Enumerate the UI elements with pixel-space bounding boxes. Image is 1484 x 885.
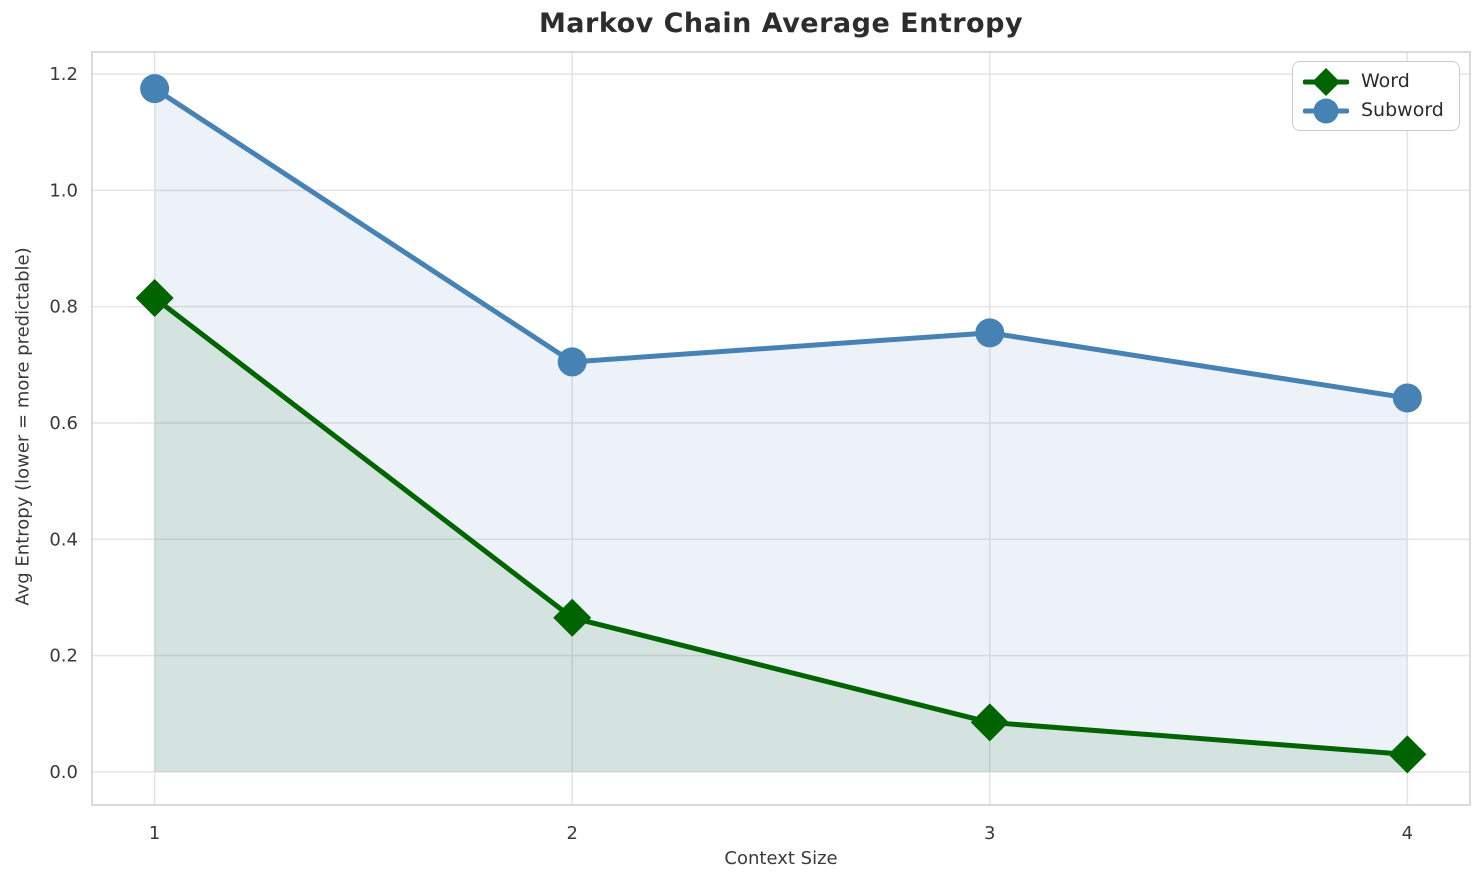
subword-markers	[140, 74, 1422, 413]
subword-area	[154, 88, 1408, 772]
subword-marker	[557, 347, 587, 377]
subword-marker	[140, 74, 170, 104]
word-line	[152, 295, 1410, 757]
legend-label-subword: Subword	[1361, 99, 1444, 121]
x-tick-label: 1	[149, 823, 160, 844]
plot-border	[91, 51, 1471, 806]
word-marker	[970, 703, 1009, 742]
subword-circle-icon	[1303, 98, 1349, 123]
word-diamond-icon	[1303, 67, 1349, 96]
x-tick-label: 4	[1402, 823, 1413, 844]
y-tick-label: 0.2	[49, 646, 78, 667]
x-tick-label: 2	[566, 823, 577, 844]
chart-title: Markov Chain Average Entropy	[538, 8, 1024, 39]
subword-marker	[1392, 383, 1422, 413]
y-tick-labels: 0.0 0.2 0.4 0.6 0.8 1.0 1.2	[49, 64, 78, 783]
x-tick-labels: 1 2 3 4	[149, 823, 1413, 844]
y-tick-label: 1.0	[49, 180, 78, 201]
y-tick-label: 0.8	[49, 297, 78, 318]
x-axis-label: Context Size	[724, 848, 838, 869]
legend: Word Subword	[1292, 61, 1460, 131]
y-tick-label: 0.6	[49, 413, 78, 434]
legend-label-word: Word	[1361, 70, 1410, 92]
y-tick-label: 0.4	[49, 529, 78, 550]
word-markers	[135, 278, 1427, 774]
word-marker	[553, 598, 592, 637]
legend-item-word: Word	[1303, 67, 1449, 96]
legend-item-subword: Subword	[1303, 97, 1449, 124]
word-marker	[135, 278, 174, 317]
x-tick-label: 3	[984, 823, 995, 844]
word-area	[154, 297, 1408, 772]
x-gridlines	[153, 52, 1409, 805]
y-tick-label: 0.0	[49, 762, 78, 783]
subword-marker	[975, 318, 1005, 348]
subword-line	[152, 86, 1410, 401]
word-marker	[1388, 735, 1427, 774]
y-tick-label: 1.2	[49, 64, 78, 85]
